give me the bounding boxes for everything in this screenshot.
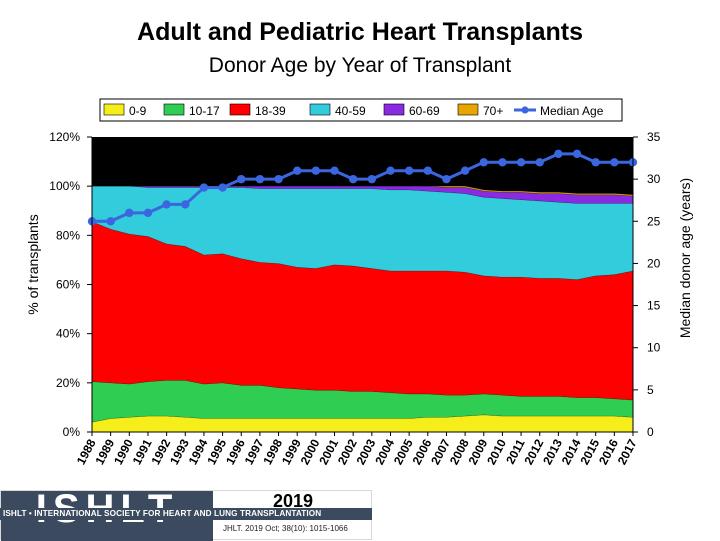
y2-tick-label: 15 bbox=[647, 299, 661, 313]
median-age-point-1989 bbox=[106, 217, 115, 226]
median-age-point-1997 bbox=[255, 174, 265, 184]
chart-subtitle: Donor Age by Year of Transplant bbox=[208, 54, 512, 77]
median-age-point-2005 bbox=[404, 166, 414, 175]
y-tick-label: 80% bbox=[56, 228, 80, 242]
median-age-point-2011 bbox=[516, 158, 526, 167]
legend-swatch-40-59 bbox=[309, 103, 331, 116]
legend: 0-9 10-17 18-39 40-59 60-69 70+ Median Age bbox=[99, 98, 623, 122]
legend-label-18-39: 18-39 bbox=[255, 104, 286, 118]
median-age-point-2006 bbox=[423, 166, 432, 175]
legend-swatch-0-9 bbox=[103, 103, 125, 116]
legend-label-40-59: 40-59 bbox=[335, 104, 366, 118]
legend-swatch-70+ bbox=[457, 103, 479, 116]
median-age-point-2001 bbox=[330, 166, 339, 175]
legend-swatch-18-39 bbox=[229, 103, 251, 116]
legend-label-0-9: 0-9 bbox=[129, 104, 147, 118]
median-age-point-1995 bbox=[218, 183, 227, 192]
median-age-point-2008 bbox=[460, 166, 470, 175]
y2-tick-label: 0 bbox=[647, 425, 654, 439]
median-age-point-1990 bbox=[125, 208, 134, 218]
median-age-point-2003 bbox=[367, 174, 377, 184]
legend-swatch-60-69 bbox=[383, 103, 405, 116]
y-tick-label: 100% bbox=[49, 179, 80, 193]
journal-citation: JHLT. 2019 Oct; 38(10): 1015-1066 bbox=[223, 524, 348, 533]
x-tick-label: 2017 bbox=[615, 437, 640, 467]
legend-swatch-10-17 bbox=[163, 103, 185, 116]
median-age-point-2012 bbox=[535, 158, 544, 167]
logo-tagline: ISHLT • INTERNATIONAL SOCIETY FOR HEART … bbox=[3, 509, 322, 518]
logo-tagline-strip: ISHLT • INTERNATIONAL SOCIETY FOR HEART … bbox=[0, 508, 372, 520]
median-age-point-2015 bbox=[591, 158, 600, 167]
median-age-point-1992 bbox=[162, 200, 171, 209]
y-axis-title: % of transplants bbox=[25, 214, 41, 314]
median-age-point-2000 bbox=[311, 166, 321, 175]
y2-tick-label: 30 bbox=[647, 172, 661, 186]
median-age-point-2014 bbox=[572, 149, 582, 159]
median-age-point-2013 bbox=[554, 149, 563, 159]
median-age-point-1993 bbox=[181, 200, 190, 209]
legend-label-60-69: 60-69 bbox=[409, 104, 440, 118]
median-age-point-2002 bbox=[348, 174, 358, 184]
median-age-point-2009 bbox=[479, 158, 488, 167]
y2-tick-label: 25 bbox=[647, 214, 661, 228]
report-year: 2019 bbox=[272, 491, 314, 511]
legend-label-70+: 70+ bbox=[483, 104, 503, 118]
median-age-point-1991 bbox=[143, 208, 153, 218]
y-tick-label: 20% bbox=[56, 376, 80, 390]
median-age-point-1998 bbox=[274, 174, 283, 184]
y2-axis-title: Median donor age (years) bbox=[677, 178, 693, 338]
median-age-point-2016 bbox=[610, 158, 619, 167]
y2-tick-label: 10 bbox=[647, 341, 661, 355]
median-age-point-2004 bbox=[386, 166, 395, 175]
y-tick-label: 120% bbox=[49, 130, 80, 144]
median-age-point-2010 bbox=[498, 158, 507, 167]
chart: 0-9 10-17 18-39 40-59 60-69 70+ Median Age 0% 2… bbox=[25, 98, 693, 467]
y2-tick-label: 20 bbox=[647, 256, 661, 270]
y2-tick-label: 35 bbox=[647, 130, 661, 144]
y2-tick-label: 5 bbox=[647, 383, 654, 397]
legend-label-median-age: Median Age bbox=[540, 104, 604, 118]
median-age-point-2007 bbox=[442, 174, 451, 184]
median-age-point-1999 bbox=[293, 166, 302, 175]
y-tick-label: 0% bbox=[63, 425, 81, 439]
legend-marker-median-age bbox=[521, 106, 529, 114]
y-tick-label: 40% bbox=[56, 327, 80, 341]
median-age-point-1996 bbox=[237, 174, 246, 184]
x-tick-label: 2010 bbox=[484, 437, 509, 467]
chart-title: Adult and Pediatric Heart Transplants bbox=[137, 18, 583, 46]
median-age-point-1994 bbox=[199, 183, 209, 192]
plot-area bbox=[87, 137, 638, 433]
legend-label-10-17: 10-17 bbox=[189, 104, 220, 118]
y-tick-label: 60% bbox=[56, 278, 80, 292]
